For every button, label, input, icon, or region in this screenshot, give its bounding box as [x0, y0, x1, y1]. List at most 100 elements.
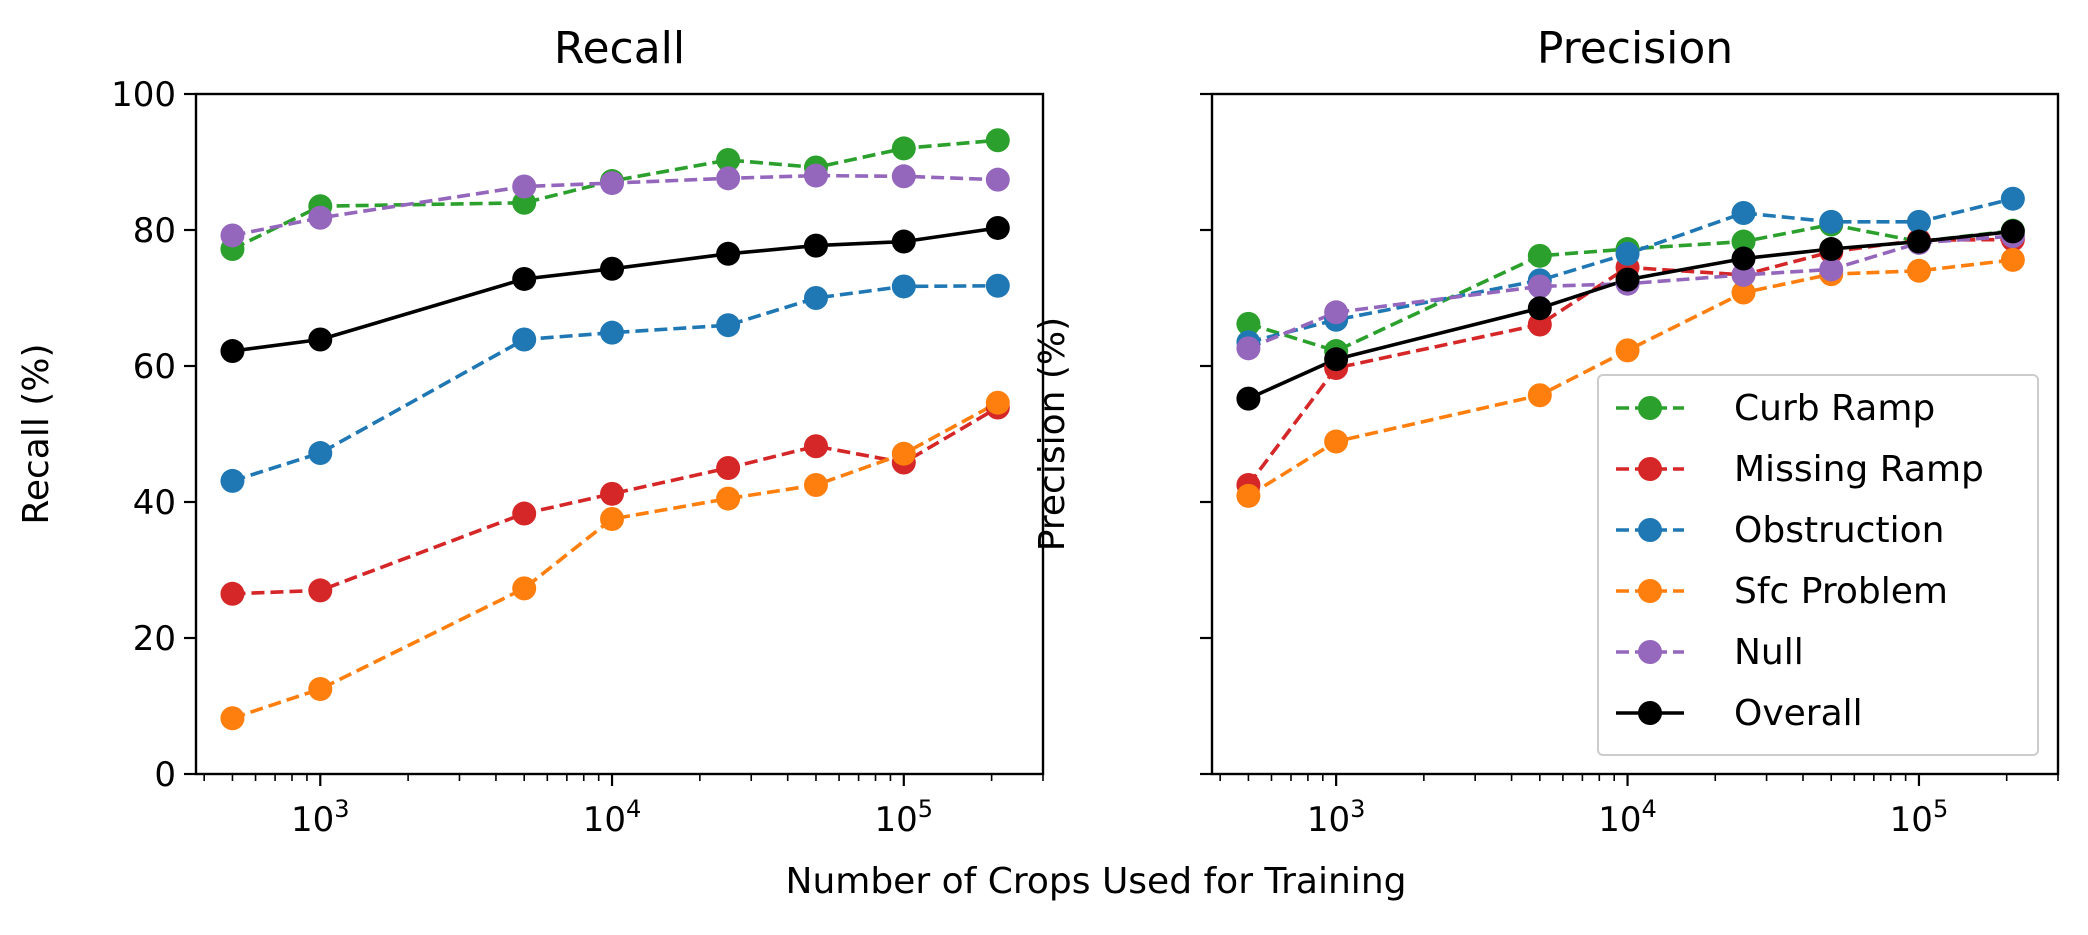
chart-2-plot-frame: [1210, 92, 2060, 776]
chart-1-point-curb-ramp: [985, 128, 1010, 153]
chart-1-point-null: [220, 223, 245, 248]
chart-2-point-overall: [1615, 267, 1640, 292]
chart-1-series-line-obstruction: [231, 284, 998, 483]
chart-1-point-curb-ramp: [891, 136, 916, 161]
chart-1-point-missing-ramp: [512, 501, 537, 526]
chart-1-point-null: [891, 164, 916, 189]
chart-2-x-tick-label-base: 10: [1307, 800, 1350, 840]
chart-1-y-tick-label: 100: [111, 75, 176, 115]
chart-2-point-overall: [2000, 219, 2025, 244]
chart-1-point-sfc-problem: [803, 473, 828, 497]
chart-1-x-tick-label-base: 10: [291, 800, 334, 840]
chart-2-point-curb-ramp: [1731, 229, 1756, 254]
chart-1-y-tick-label: 40: [133, 483, 176, 523]
chart-1-point-obstruction: [600, 320, 625, 345]
chart-1-x-tick-label: 103: [291, 795, 350, 840]
chart-1-point-obstruction: [985, 273, 1010, 298]
chart-2-title: Precision: [1537, 23, 1733, 74]
chart-2-point-curb-ramp: [1527, 243, 1552, 268]
chart-2-point-overall: [1527, 296, 1552, 321]
chart-2-x-tick-label: 103: [1307, 795, 1366, 840]
chart-1-point-overall: [220, 339, 245, 364]
chart-1-x-tick-label: 105: [875, 795, 934, 840]
chart-2-point-null: [1236, 336, 1261, 361]
chart-2-point-obstruction: [1615, 241, 1640, 266]
chart-1-series-line-missing-ramp: [232, 405, 999, 596]
chart-1-point-sfc-problem: [716, 486, 741, 511]
chart-2-series-line-null: [1247, 234, 2014, 350]
chart-1-point-obstruction: [716, 313, 741, 338]
chart-2-series-line-overall: [1247, 229, 2014, 401]
chart-1-point-missing-ramp: [220, 581, 245, 606]
chart-2-point-obstruction: [2000, 186, 2025, 211]
chart-2-point-sfc-problem: [1324, 429, 1349, 454]
chart-2-legend-marker-sfc-problem: [1638, 579, 1662, 603]
chart-1-point-null: [308, 205, 333, 230]
chart-2-legend-marker-obstruction: [1638, 518, 1662, 542]
chart-1-point-obstruction: [308, 441, 333, 466]
chart-2-point-sfc-problem: [2000, 247, 2025, 272]
chart-2-point-sfc-problem: [1906, 258, 1931, 283]
chart-2-legend: Curb Ramp Missing Ramp Obstruction Sfc Prob…: [1597, 374, 2039, 756]
chart-2-legend-marker-null: [1638, 640, 1662, 664]
chart-2-point-obstruction: [1906, 209, 1931, 234]
chart-1-plot-frame: [194, 92, 1045, 776]
chart-1-point-null: [600, 171, 625, 196]
chart-1-point-obstruction: [803, 286, 828, 310]
chart-2-legend-label-sfc-problem: Sfc Problem: [1734, 571, 1948, 612]
chart-1-point-null: [803, 163, 828, 188]
chart-2-x-tick-label-exponent: 3: [1350, 795, 1365, 823]
chart-1-point-sfc-problem: [308, 677, 333, 701]
chart-1-point-missing-ramp: [600, 481, 625, 506]
chart-2-x-tick-label-exponent: 5: [1933, 795, 1948, 823]
chart-2-point-obstruction: [1819, 209, 1844, 234]
chart-1-point-obstruction: [512, 327, 537, 352]
chart-2-point-overall: [1819, 237, 1844, 262]
chart-1-series-line-null: [232, 173, 998, 238]
chart-2-point-overall: [1236, 386, 1261, 411]
chart-1-point-sfc-problem: [512, 576, 537, 601]
chart-1-y-tick-label: 80: [133, 211, 176, 251]
chart-1-point-overall: [512, 266, 537, 291]
chart-2-legend-label-obstruction: Obstruction: [1734, 510, 1944, 551]
chart-1-point-missing-ramp: [803, 434, 828, 459]
chart-2-point-overall: [1906, 229, 1931, 254]
chart-2-point-overall: [1324, 347, 1349, 372]
chart-1-point-overall: [985, 215, 1010, 240]
chart-1-point-sfc-problem: [891, 441, 916, 466]
chart-1-point-null: [716, 166, 741, 191]
chart-1-series-line-sfc-problem: [231, 401, 999, 720]
chart-2-series-line-obstruction: [1247, 196, 2014, 344]
chart-2-legend-marker-overall: [1638, 701, 1662, 725]
chart-1-point-null: [985, 167, 1010, 192]
chart-2-legend-label-curb-ramp: Curb Ramp: [1734, 388, 1935, 429]
chart-1-x-tick-label: 104: [583, 795, 642, 840]
chart-2-point-curb-ramp: [1236, 311, 1261, 336]
chart-2-point-null: [1527, 274, 1552, 299]
chart-2-point-null: [1819, 257, 1844, 282]
chart-2-legend-marker-missing-ramp: [1638, 457, 1662, 481]
chart-2-series-line-curb-ramp: [1247, 222, 2014, 353]
chart-2-x-tick-label: 105: [1890, 795, 1949, 840]
chart-2-x-tick-label-base: 10: [1598, 800, 1641, 840]
chart-2-legend-label-null: Null: [1734, 632, 1804, 673]
chart-1-y-tick-label: 60: [133, 347, 176, 387]
chart-2-x-tick-label: 104: [1598, 795, 1657, 840]
chart-2-point-sfc-problem: [1236, 483, 1261, 508]
chart-2-x-tick-label-exponent: 4: [1642, 795, 1657, 823]
chart-1-x-tick-label-base: 10: [583, 800, 626, 840]
chart-1-title: Recall: [554, 23, 685, 74]
chart-1-y-tick-label: 0: [154, 755, 176, 795]
chart-2-x-tick-label-base: 10: [1890, 800, 1933, 840]
chart-1-point-curb-ramp: [716, 147, 741, 172]
chart-2-legend-label-overall: Overall: [1734, 693, 1863, 734]
chart-1-series-line-overall: [232, 226, 999, 353]
chart-1-point-null: [512, 174, 537, 199]
chart-1-point-overall: [803, 233, 828, 258]
chart-2-point-sfc-problem: [1527, 383, 1552, 408]
chart-1-point-missing-ramp: [716, 456, 741, 480]
chart-1-point-sfc-problem: [985, 390, 1010, 415]
